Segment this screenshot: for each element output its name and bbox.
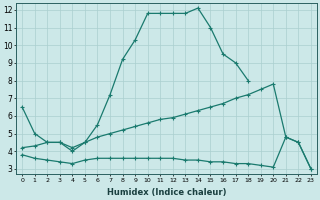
X-axis label: Humidex (Indice chaleur): Humidex (Indice chaleur)	[107, 188, 226, 197]
